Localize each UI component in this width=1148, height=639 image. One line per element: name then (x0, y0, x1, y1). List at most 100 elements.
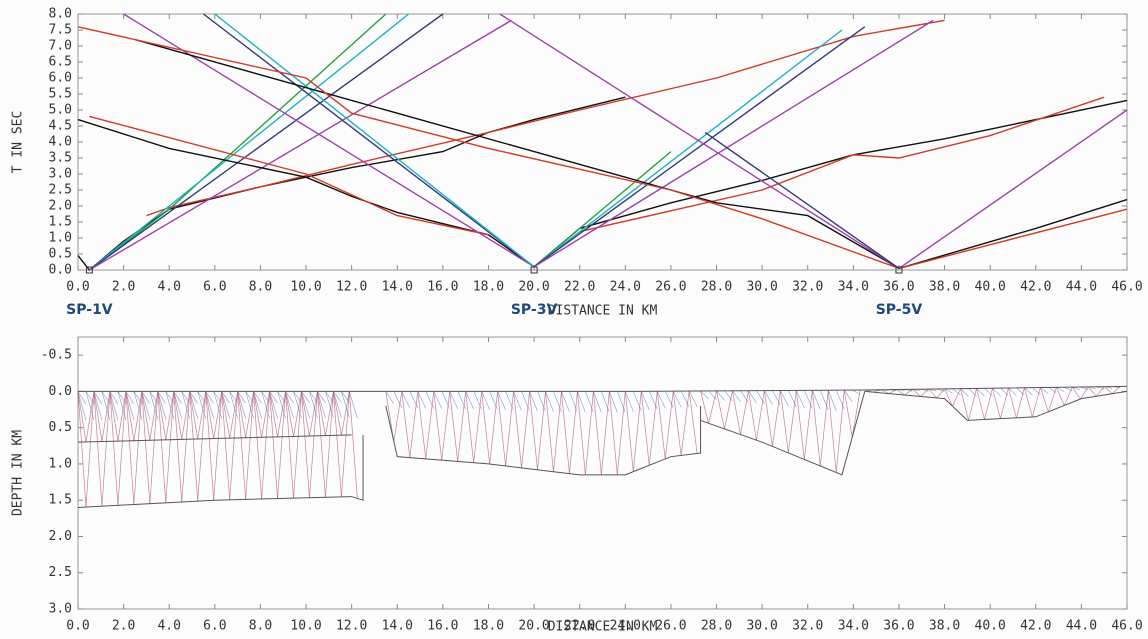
ray (664, 391, 674, 408)
x-tick-label: 4.0 (157, 619, 180, 634)
shot-point (895, 266, 903, 274)
ray (285, 391, 294, 437)
ray (843, 390, 853, 438)
y-tick-label: 3.0 (49, 602, 72, 617)
ray (125, 391, 135, 404)
travel-time-curve (898, 198, 1128, 270)
ray (109, 391, 119, 506)
ray (441, 391, 451, 461)
ray (309, 391, 318, 437)
y-tick-label: 3.5 (49, 151, 72, 166)
ray (205, 391, 215, 439)
ray (197, 391, 206, 404)
ray (253, 391, 262, 404)
ray (301, 391, 310, 403)
x-tick-label: 20.0 (518, 619, 549, 634)
x-tick-label: 0.0 (66, 619, 89, 634)
shot-point (530, 266, 538, 274)
ray (157, 391, 167, 503)
ray (157, 391, 167, 420)
ray (716, 390, 725, 401)
ray (229, 391, 238, 439)
x-tick-label: 26.0 (655, 619, 686, 634)
ray (521, 391, 530, 468)
layer-boundary (77, 434, 364, 508)
ray (253, 391, 262, 438)
travel-time-curve (89, 115, 489, 236)
y-tick-label: 8.0 (49, 7, 72, 22)
ray (577, 391, 586, 413)
ray (992, 388, 1001, 419)
ray (213, 391, 222, 404)
ray (1000, 387, 1009, 419)
travel-time-curve (533, 29, 843, 268)
x-axis-label: DISTANCE IN KM (548, 304, 658, 319)
ray (529, 391, 538, 412)
ray (253, 391, 262, 499)
x-tick-label: 10.0 (290, 280, 321, 295)
ray (764, 390, 773, 405)
ray (385, 391, 395, 405)
ray (796, 390, 805, 408)
ray (173, 391, 183, 420)
ray (133, 391, 143, 420)
ray (85, 391, 95, 421)
ray (852, 389, 861, 395)
x-tick-label: 42.0 (1020, 619, 1051, 634)
ray (85, 391, 95, 508)
ray (149, 391, 159, 441)
x-tick-label: 2.0 (112, 619, 135, 634)
y-tick-label: 2.0 (49, 529, 72, 544)
ray (457, 391, 466, 410)
travel-time-curve (533, 151, 672, 268)
x-tick-label: 24.0 (610, 619, 641, 634)
travel-time-curve (89, 19, 512, 271)
ray (237, 391, 246, 404)
ray (952, 388, 961, 396)
ray (664, 391, 674, 459)
ray (521, 391, 530, 411)
x-tick-label: 46.0 (1111, 280, 1142, 295)
x-tick-label: 30.0 (746, 280, 777, 295)
ray (1040, 387, 1049, 412)
ray (803, 390, 813, 460)
ray (409, 391, 419, 458)
ray (141, 391, 151, 441)
ray (245, 391, 254, 419)
ray (1024, 387, 1033, 396)
ray (672, 390, 682, 408)
ray (537, 391, 546, 470)
ray (101, 391, 111, 442)
x-tick-label: 16.0 (427, 619, 458, 634)
ray (425, 391, 435, 459)
ray (181, 391, 190, 404)
ray (245, 391, 254, 404)
ray (827, 390, 837, 411)
travel-time-curve (146, 19, 945, 217)
ray (149, 391, 159, 420)
x-tick-label: 6.0 (203, 280, 226, 295)
travel-time-curve (499, 13, 900, 269)
y-axis-label: T IN SEC (11, 111, 26, 174)
travel-time-curve (533, 19, 934, 268)
ray (317, 391, 326, 498)
ray (205, 391, 214, 404)
ray (285, 391, 294, 419)
ray (93, 391, 103, 421)
x-tick-label: 16.0 (427, 280, 458, 295)
ray (197, 391, 206, 419)
ray (93, 391, 103, 442)
ray (804, 390, 813, 409)
ray (724, 390, 733, 429)
ray (672, 391, 682, 456)
ray (269, 391, 278, 499)
ray (229, 391, 238, 419)
ray (117, 391, 127, 404)
ray (553, 391, 562, 472)
ray (601, 391, 610, 475)
ray (417, 391, 427, 459)
ray (301, 391, 310, 498)
ray (489, 391, 498, 410)
ray (1071, 386, 1081, 400)
ray (1032, 387, 1041, 418)
